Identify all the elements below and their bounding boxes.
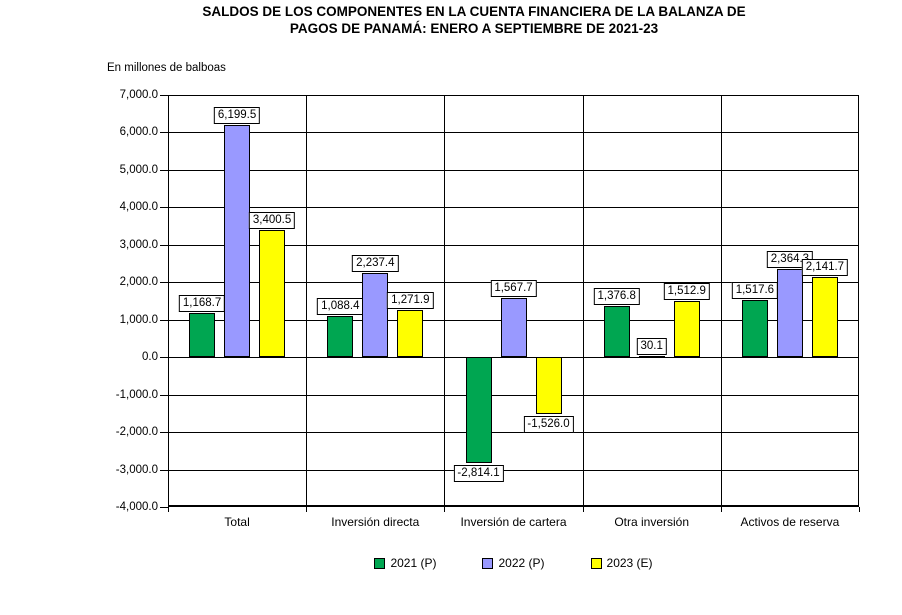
bar-2022-p-inversión-de-cartera	[500, 298, 527, 358]
y-gridline	[168, 207, 859, 209]
legend-swatch-2021-p	[374, 557, 386, 569]
legend-label: 2022 (P)	[498, 556, 545, 570]
y-axis-tick-label: 0.0	[142, 351, 158, 364]
x-axis-category-label: Inversión de cartera	[460, 515, 567, 529]
legend-swatch-2022-p	[482, 557, 494, 569]
x-axis-tick	[859, 507, 860, 512]
chart-title-line1: SALDOS DE LOS COMPONENTES EN LA CUENTA F…	[202, 4, 746, 19]
y-axis-tick	[160, 207, 168, 209]
x-axis-tick	[168, 507, 169, 512]
y-gridline	[168, 132, 859, 134]
x-axis-category-label: Inversión directa	[331, 515, 420, 529]
y-axis-tick-label: -1,000.0	[115, 388, 158, 401]
legend-label: 2023 (E)	[606, 556, 653, 570]
y-axis-tick-label: 7,000.0	[119, 89, 158, 101]
y-axis-tick	[160, 357, 168, 359]
chart-title: SALDOS DE LOS COMPONENTES EN LA CUENTA F…	[46, 3, 902, 37]
category-separator	[444, 95, 446, 507]
x-axis-category-label: Activos de reserva	[740, 515, 840, 529]
bar-value-label: 1,517.6	[731, 282, 779, 300]
bar-2023-e-total	[259, 229, 286, 358]
y-gridline	[168, 169, 859, 171]
y-gridline	[168, 394, 859, 396]
category-separator	[582, 95, 584, 507]
legend-label: 2021 (P)	[390, 556, 437, 570]
y-gridline	[168, 432, 859, 434]
bar-value-label: 1,271.9	[387, 291, 434, 309]
y-axis-tick-label: 3,000.0	[119, 238, 158, 251]
units-label: En millones de balboas	[107, 62, 226, 74]
y-axis-tick	[160, 507, 168, 508]
bar-2021-p-total	[189, 313, 216, 358]
bar-value-label: 6,199.5	[213, 106, 261, 124]
bar-2023-e-otra-inversión	[673, 300, 700, 358]
bar-2021-p-inversión-directa	[327, 316, 354, 358]
bar-2021-p-inversión-de-cartera	[465, 357, 492, 463]
y-axis-tick	[160, 469, 168, 471]
legend-item-2023-e: 2023 (E)	[590, 556, 653, 570]
y-axis-tick-label: 6,000.0	[119, 126, 158, 139]
bar-value-label: 1,512.9	[663, 282, 710, 300]
y-axis-tick-label: -4,000.0	[115, 501, 158, 513]
y-gridline	[168, 244, 859, 246]
y-axis-tick	[160, 319, 168, 321]
y-axis-tick	[160, 169, 168, 171]
y-axis-tick	[160, 432, 168, 434]
y-axis-tick-label: 4,000.0	[119, 201, 158, 214]
y-axis-tick	[160, 244, 168, 246]
bar-value-label: 30.1	[636, 338, 667, 356]
y-axis-tick-label: 1,000.0	[119, 313, 158, 326]
category-separator	[720, 95, 722, 507]
y-axis-tick	[160, 132, 168, 134]
bar-value-label: -2,814.1	[453, 464, 504, 482]
category-separator	[306, 95, 308, 507]
y-axis-tick-label: 5,000.0	[119, 163, 158, 176]
y-axis-tick-label: -3,000.0	[115, 463, 158, 476]
bar-value-label: 2,364.3	[766, 250, 814, 268]
bar-value-label: 1,088.4	[317, 298, 364, 316]
legend-item-2022-p: 2022 (P)	[482, 556, 545, 570]
bar-2023-e-inversión-de-cartera	[535, 357, 562, 415]
legend-swatch-2023-e	[590, 557, 602, 569]
x-axis-tick	[306, 507, 308, 512]
bar-value-label: -1,526.0	[523, 416, 574, 434]
bar-value-label: 3,400.5	[248, 211, 296, 229]
x-axis-tick	[720, 507, 722, 512]
y-axis-tick	[160, 95, 168, 96]
bar-value-label: 2,141.7	[801, 258, 849, 276]
bar-2021-p-activos-de-reserva	[741, 300, 768, 358]
legend-item-2021-p: 2021 (P)	[374, 556, 436, 570]
chart-title-line2: PAGOS DE PANAMÁ: ENERO A SEPTIEMBRE DE 2…	[289, 21, 659, 36]
x-axis-category-label: Otra inversión	[614, 515, 690, 529]
bar-2022-p-inversión-directa	[362, 273, 389, 358]
bar-2023-e-activos-de-reserva	[811, 276, 838, 358]
x-axis-category-label: Total	[224, 515, 250, 529]
legend: 2021 (P) 2022 (P) 2023 (E)	[168, 556, 859, 570]
y-axis-tick	[160, 282, 168, 284]
bar-2023-e-inversión-directa	[397, 309, 424, 358]
x-axis-tick	[582, 507, 584, 512]
bar-2022-p-otra-inversión	[638, 356, 665, 359]
y-gridline	[168, 469, 859, 471]
y-axis-tick	[160, 394, 168, 396]
bar-value-label: 1,376.8	[593, 287, 640, 305]
y-axis-tick-label: 2,000.0	[119, 276, 158, 289]
bar-value-label: 2,237.4	[352, 255, 399, 273]
bar-value-label: 1,168.7	[178, 295, 226, 313]
x-axis-tick	[444, 507, 446, 512]
bar-2022-p-activos-de-reserva	[776, 268, 803, 358]
y-gridline	[168, 357, 859, 359]
bar-2022-p-total	[224, 124, 251, 358]
bar-2021-p-otra-inversión	[603, 305, 630, 358]
bar-value-label: 1,567.7	[490, 280, 537, 298]
y-axis-tick-label: -2,000.0	[115, 426, 158, 439]
